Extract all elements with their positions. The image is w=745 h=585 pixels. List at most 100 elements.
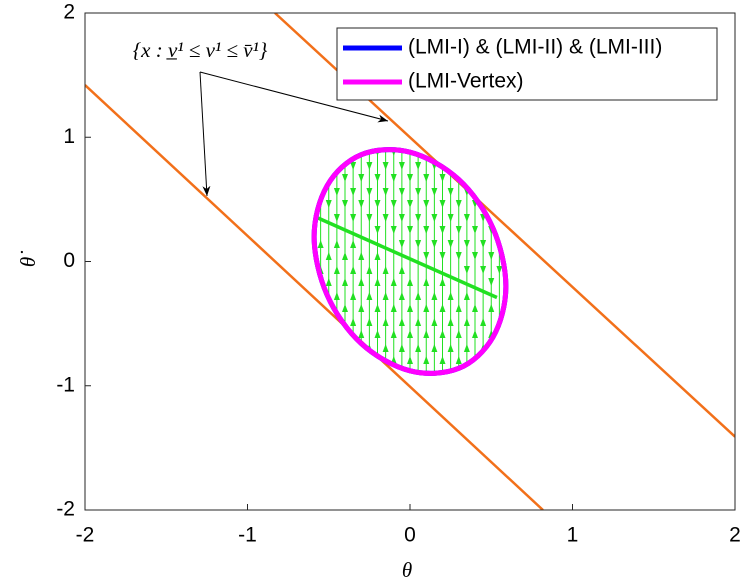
field-arrow xyxy=(350,318,357,326)
field-arrow xyxy=(496,188,503,196)
field-arrow xyxy=(317,344,324,352)
x-tick-label: 1 xyxy=(567,524,579,547)
y-tick-label: 0 xyxy=(63,249,75,272)
field-arrow xyxy=(325,149,332,156)
field-arrow xyxy=(488,252,495,260)
field-arrow xyxy=(488,356,495,364)
field-arrow xyxy=(366,162,373,170)
field-arrow xyxy=(390,304,397,312)
field-arrow xyxy=(334,136,340,144)
field-arrow xyxy=(374,200,381,208)
field-arrow xyxy=(439,226,446,234)
field-arrow xyxy=(447,344,454,352)
field-arrow xyxy=(390,226,397,234)
field-arrow xyxy=(423,330,430,338)
field-arrow xyxy=(374,174,381,182)
field-arrow xyxy=(488,304,495,312)
field-arrow xyxy=(480,162,487,170)
field-arrow xyxy=(447,318,454,326)
field-arrow xyxy=(342,278,348,286)
field-arrow xyxy=(480,370,487,374)
field-arrow xyxy=(325,200,332,208)
field-arrow xyxy=(366,188,373,196)
field-arrow xyxy=(423,356,430,364)
field-arrow xyxy=(317,240,324,248)
legend-label: (LMI-I) & (LMI-II) & (LMI-III) xyxy=(408,36,662,59)
field-arrow xyxy=(382,266,389,274)
field-arrow xyxy=(431,240,438,248)
field-arrow xyxy=(488,278,495,286)
field-arrow xyxy=(423,174,430,182)
legend: (LMI-I) & (LMI-II) & (LMI-III) (LMI-Verte… xyxy=(336,27,718,101)
field-arrow xyxy=(439,174,446,182)
field-arrow xyxy=(455,304,462,312)
field-arrow xyxy=(423,200,430,208)
field-arrow xyxy=(423,226,430,234)
field-arrow xyxy=(415,162,422,170)
field-arrow xyxy=(374,278,381,286)
field-arrow xyxy=(398,292,405,300)
field-arrow xyxy=(455,330,462,338)
field-arrow xyxy=(488,382,494,390)
ticks: -2 -1 0 1 2 -2 -1 0 1 2 xyxy=(56,1,741,547)
field-arrow xyxy=(480,266,487,274)
field-arrow xyxy=(358,252,365,260)
field-arrow xyxy=(350,136,356,144)
field-arrow xyxy=(448,136,454,144)
vector-field xyxy=(317,136,503,390)
field-arrow xyxy=(333,240,340,248)
field-arrow xyxy=(407,330,413,338)
field-arrow xyxy=(390,330,397,338)
field-arrow xyxy=(488,149,495,156)
field-arrow xyxy=(398,188,405,196)
field-arrow xyxy=(382,318,389,326)
trajectory xyxy=(317,216,498,300)
field-arrow xyxy=(439,330,446,338)
field-arrow xyxy=(390,174,397,182)
field-arrow xyxy=(472,174,478,182)
field-arrow xyxy=(358,330,365,338)
y-tick-label: -1 xyxy=(56,373,75,396)
y-tick-label: -2 xyxy=(56,498,75,521)
field-arrow xyxy=(391,382,397,390)
field-arrow xyxy=(447,292,454,300)
field-arrow xyxy=(358,356,365,364)
field-arrow xyxy=(439,200,446,208)
field-arrow xyxy=(407,356,413,364)
field-arrow xyxy=(374,304,381,312)
x-label: θ xyxy=(402,558,412,582)
field-arrow xyxy=(317,292,324,300)
field-arrow xyxy=(431,344,438,352)
field-arrow xyxy=(317,370,324,374)
field-arrow xyxy=(383,136,389,144)
field-arrow xyxy=(431,318,438,326)
field-arrow xyxy=(350,370,357,374)
field-arrow xyxy=(358,304,365,312)
field-arrow xyxy=(333,214,340,222)
field-arrow xyxy=(366,266,373,274)
field-arrow xyxy=(350,344,357,352)
field-arrow xyxy=(325,252,332,260)
field-arrow xyxy=(333,292,340,300)
annotation: {x : v̲¹ ≤ v¹ ≤ v̄¹} xyxy=(133,38,268,62)
field-arrow xyxy=(375,382,381,390)
field-arrow xyxy=(317,162,324,170)
annotation-arrow xyxy=(199,71,389,123)
field-arrow xyxy=(333,188,340,196)
field-arrow xyxy=(496,370,503,374)
field-arrow xyxy=(374,330,381,338)
field-arrow xyxy=(480,318,487,326)
field-arrow xyxy=(407,278,413,286)
field-arrow xyxy=(325,278,332,286)
annotation-arrow xyxy=(199,71,211,197)
field-arrow xyxy=(472,304,478,312)
field-arrow xyxy=(423,382,429,390)
field-arrow xyxy=(342,200,348,208)
field-arrow xyxy=(456,382,462,390)
field-arrow xyxy=(318,136,324,144)
field-arrow xyxy=(439,278,446,286)
field-arrow xyxy=(472,330,478,338)
field-arrow xyxy=(496,136,502,144)
field-arrow xyxy=(342,304,348,312)
